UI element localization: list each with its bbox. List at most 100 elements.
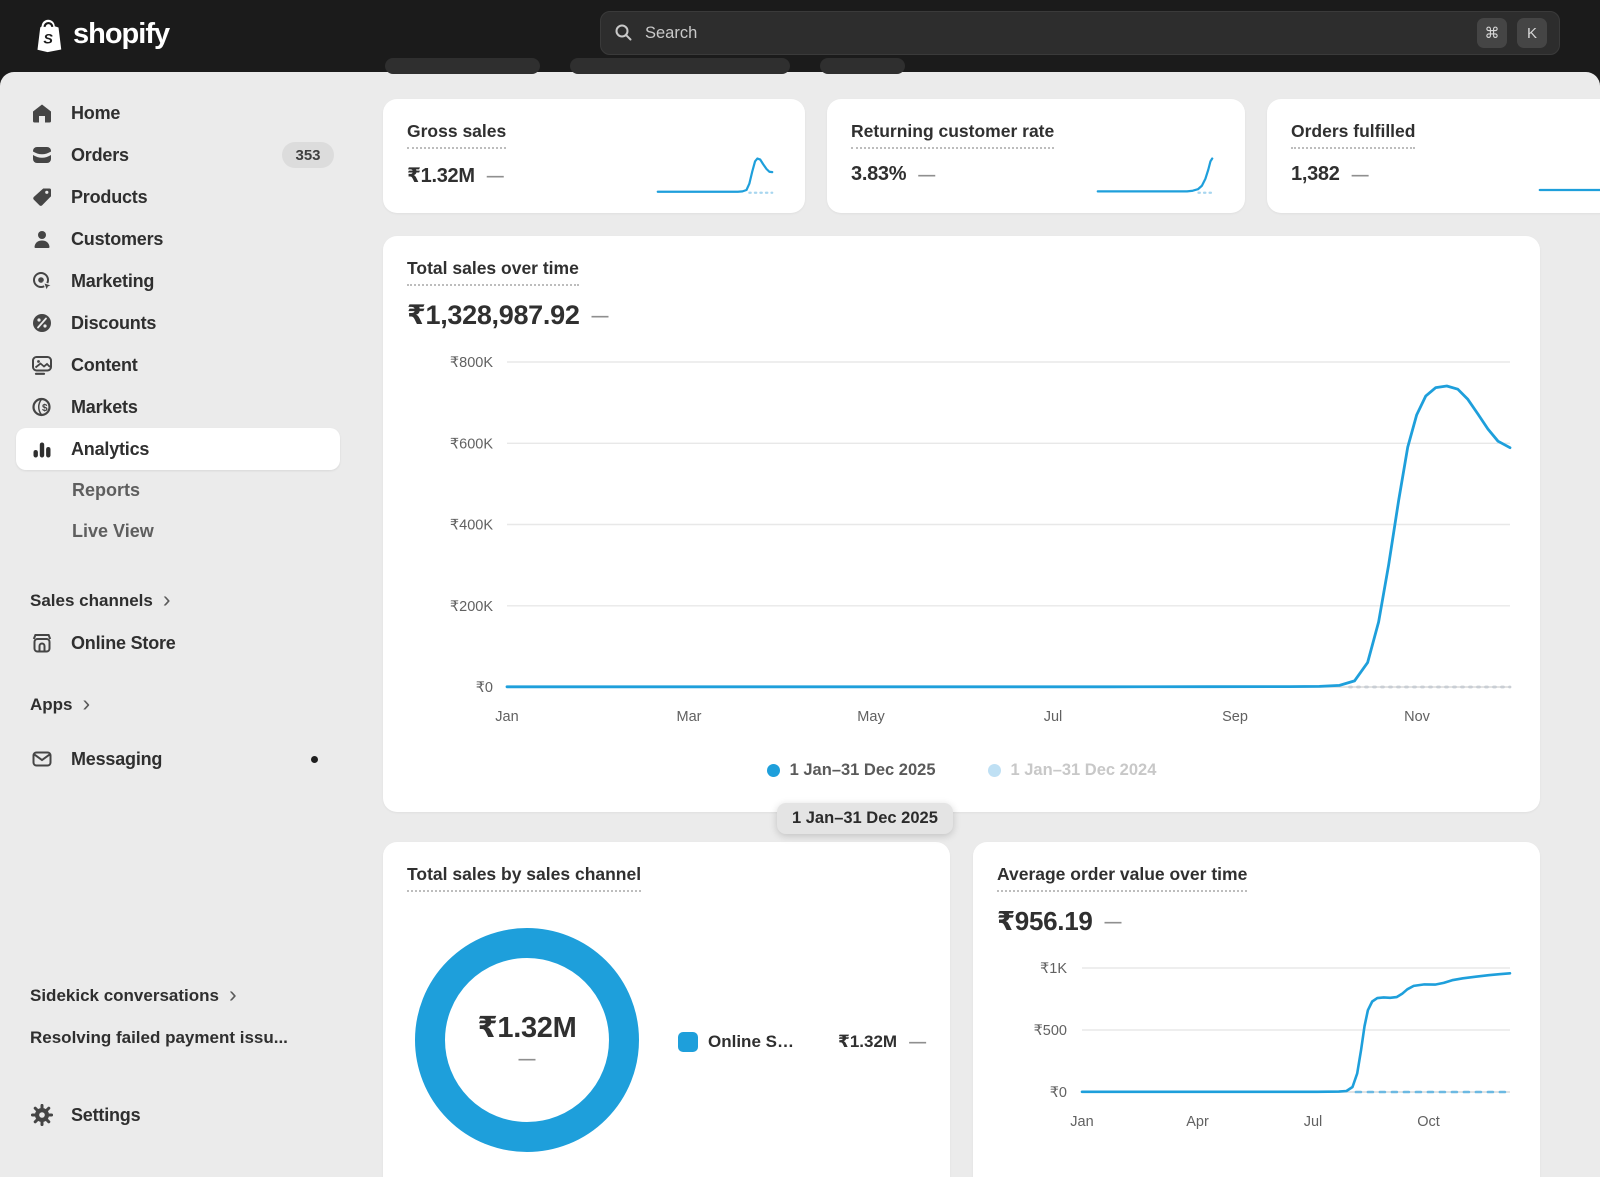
search-placeholder: Search xyxy=(645,24,1467,43)
metric-card-gross-sales[interactable]: Gross sales ₹1.32M — xyxy=(383,99,805,213)
donut-legend[interactable]: Online S… ₹1.32M — xyxy=(678,1032,926,1052)
chevron-right-icon: › xyxy=(83,692,91,715)
sidebar-item-messaging[interactable]: Messaging xyxy=(16,738,340,780)
svg-text:₹0: ₹0 xyxy=(476,680,493,696)
svg-text:S: S xyxy=(43,32,53,48)
bar-chart-icon xyxy=(30,438,54,460)
svg-text:Jul: Jul xyxy=(1044,709,1063,725)
shopify-logo: S shopify xyxy=(30,15,169,53)
scrolled-filter-stub xyxy=(570,58,790,74)
orders-count-badge: 353 xyxy=(282,142,334,168)
legend-item-2025[interactable]: 1 Jan–31 Dec 2025 xyxy=(767,761,936,780)
svg-text:₹800K: ₹800K xyxy=(450,355,493,371)
picture-icon xyxy=(30,354,54,376)
gear-icon xyxy=(30,1104,54,1126)
metric-value: 1,382 xyxy=(1291,163,1340,186)
orders-fulfilled-sparkline xyxy=(1537,153,1600,199)
sidebar-item-analytics[interactable]: Analytics xyxy=(16,428,340,470)
sidebar-item-markets[interactable]: $ Markets xyxy=(16,386,340,428)
metric-title: Orders fulfilled xyxy=(1291,121,1415,149)
chevron-right-icon: › xyxy=(229,983,237,1006)
svg-text:₹0: ₹0 xyxy=(1050,1085,1067,1101)
chart-legend: 1 Jan–31 Dec 2025 1 Jan–31 Dec 2024 xyxy=(383,761,1540,780)
shopify-admin-window: S shopify Search ⌘ K Home xyxy=(0,0,1600,1177)
metric-title: Gross sales xyxy=(407,121,506,149)
chart-hover-tooltip: 1 Jan–31 Dec 2025 xyxy=(777,803,953,834)
donut-center-label: ₹1.32M — xyxy=(447,1010,607,1069)
shopify-bag-icon: S xyxy=(30,15,64,53)
svg-text:Mar: Mar xyxy=(677,709,702,725)
channel-value: ₹1.32M xyxy=(838,1032,897,1052)
comparison-dash: — xyxy=(487,166,504,186)
metric-card-returning-customer-rate[interactable]: Returning customer rate 3.83% — xyxy=(827,99,1245,213)
sidebar-item-live-view[interactable]: Live View xyxy=(0,511,360,552)
scrolled-filter-stub xyxy=(385,58,540,74)
sidekick-conversation-item[interactable]: Resolving failed payment issu... xyxy=(0,1017,360,1059)
svg-text:₹1K: ₹1K xyxy=(1040,961,1067,977)
app-body: Home Orders 353 Products Customers xyxy=(0,72,1600,1177)
metric-value: 3.83% xyxy=(851,163,906,186)
returning-customer-rate-sparkline xyxy=(1095,153,1215,199)
search-icon xyxy=(613,22,635,44)
brand-wordmark: shopify xyxy=(73,18,169,51)
global-search-input[interactable]: Search ⌘ K xyxy=(600,11,1560,55)
apps-header[interactable]: Apps › xyxy=(0,684,360,726)
aov-value: ₹956.19 xyxy=(997,906,1093,937)
person-icon xyxy=(30,228,54,250)
envelope-icon xyxy=(30,748,54,770)
svg-text:₹500: ₹500 xyxy=(1034,1023,1067,1039)
metric-card-orders-fulfilled[interactable]: Orders fulfilled 1,382 — xyxy=(1267,99,1600,213)
orders-icon xyxy=(30,144,54,166)
comparison-dash: — xyxy=(447,1049,607,1069)
gross-sales-sparkline xyxy=(655,153,775,199)
sidebar-item-content[interactable]: Content xyxy=(16,344,340,386)
metric-title: Returning customer rate xyxy=(851,121,1054,149)
sidebar-item-marketing[interactable]: Marketing xyxy=(16,260,340,302)
topbar: S shopify Search ⌘ K xyxy=(0,0,1600,72)
sidebar-item-reports[interactable]: Reports xyxy=(0,470,360,511)
sidebar-item-orders[interactable]: Orders 353 xyxy=(16,134,340,176)
comparison-dash: — xyxy=(592,306,609,326)
comparison-dash: — xyxy=(918,165,935,185)
scrolled-filter-stub xyxy=(820,58,905,74)
svg-text:Jan: Jan xyxy=(1070,1114,1093,1130)
legend-item-2024[interactable]: 1 Jan–31 Dec 2024 xyxy=(988,761,1157,780)
sidebar-item-home[interactable]: Home xyxy=(16,92,340,134)
channel-label: Online S… xyxy=(708,1032,826,1052)
sidebar-item-online-store[interactable]: Online Store xyxy=(16,622,340,664)
comparison-dash: — xyxy=(1105,912,1122,932)
unread-dot xyxy=(311,756,318,763)
globe-currency-icon: $ xyxy=(30,396,54,418)
chart-title: Average order value over time xyxy=(997,864,1247,892)
sidebar-item-settings[interactable]: Settings xyxy=(16,1094,340,1136)
target-icon xyxy=(30,270,54,292)
sales-channels-header[interactable]: Sales channels › xyxy=(0,580,360,622)
total-sales-line-chart[interactable]: ₹800K ₹600K ₹400K ₹200K ₹0Jan Mar May Jul Sep Nov xyxy=(407,347,1517,732)
sidebar-item-discounts[interactable]: Discounts xyxy=(16,302,340,344)
home-icon xyxy=(30,102,54,124)
svg-text:Jan: Jan xyxy=(495,709,518,725)
svg-text:₹400K: ₹400K xyxy=(450,518,493,534)
svg-text:Sep: Sep xyxy=(1222,709,1248,725)
svg-text:May: May xyxy=(857,709,885,725)
total-sales-value: ₹1,328,987.92 xyxy=(407,300,580,331)
chart-title: Total sales by sales channel xyxy=(407,864,641,892)
sidekick-conversations-header[interactable]: Sidekick conversations › xyxy=(0,975,360,1017)
svg-text:Oct: Oct xyxy=(1417,1114,1440,1130)
storefront-icon xyxy=(30,632,54,654)
comparison-dash: — xyxy=(1352,165,1369,185)
total-sales-over-time-card: Total sales over time ₹1,328,987.92 — ₹8… xyxy=(383,236,1540,812)
aov-line-chart[interactable]: ₹1K₹500₹0JanAprJulOct xyxy=(997,950,1517,1135)
legend-swatch xyxy=(678,1032,698,1052)
average-order-value-card: Average order value over time ₹956.19 — … xyxy=(973,842,1540,1177)
metric-value: ₹1.32M xyxy=(407,163,475,188)
svg-text:₹200K: ₹200K xyxy=(450,599,493,615)
svg-text:Apr: Apr xyxy=(1186,1114,1209,1130)
sidebar-item-products[interactable]: Products xyxy=(16,176,340,218)
svg-text:Nov: Nov xyxy=(1404,709,1431,725)
total-sales-by-channel-card: Total sales by sales channel ₹1.32M — On… xyxy=(383,842,950,1177)
svg-text:₹600K: ₹600K xyxy=(450,436,493,452)
analytics-dashboard: Gross sales ₹1.32M — Returning customer … xyxy=(360,72,1600,1177)
sidebar-item-customers[interactable]: Customers xyxy=(16,218,340,260)
svg-text:$: $ xyxy=(42,403,48,414)
